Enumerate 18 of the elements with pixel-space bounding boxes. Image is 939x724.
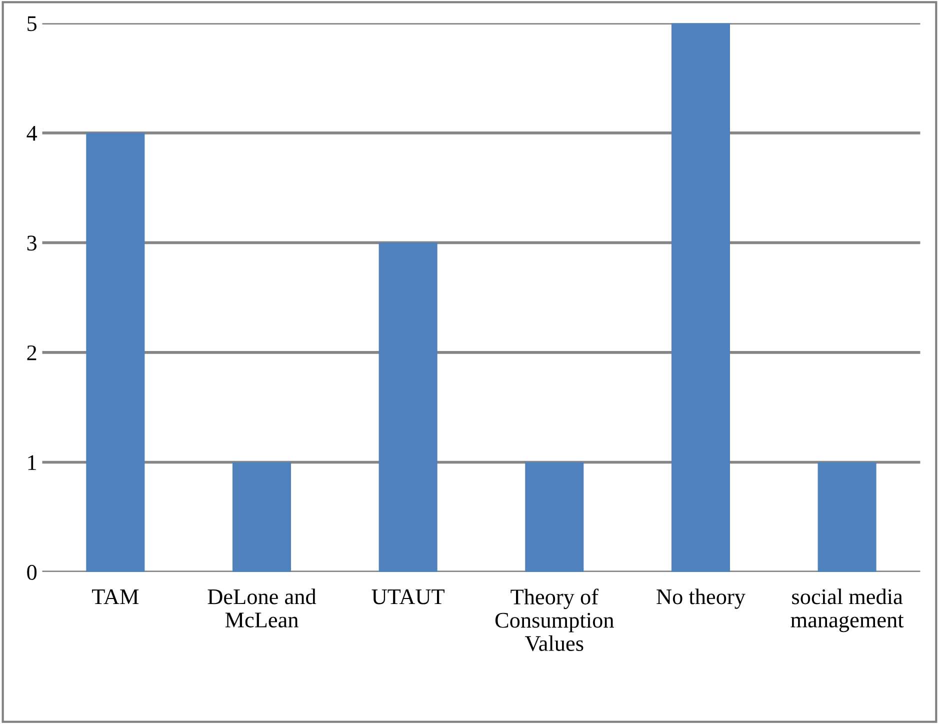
x-tick-label: Theory of Consumption Values	[495, 588, 614, 652]
x-tick-label: TAM	[92, 589, 139, 604]
bar	[86, 132, 145, 572]
y-tick-label: 1	[28, 455, 36, 470]
y-tick-label: 3	[27, 236, 37, 251]
x-tick-label: social media management	[790, 588, 904, 632]
y-tick-label: 2	[27, 345, 36, 360]
bar	[671, 23, 730, 572]
bar	[525, 462, 584, 572]
x-tick-label: No theory	[656, 588, 746, 609]
x-tick-label: DeLone and McLean	[208, 588, 316, 628]
x-tick-label: UTAUT	[372, 589, 444, 604]
bar	[232, 462, 292, 572]
bar	[818, 462, 876, 572]
bar	[378, 242, 438, 572]
y-tick-label: 5	[28, 16, 37, 32]
y-tick-label: 0	[27, 564, 37, 580]
y-tick-label: 4	[26, 126, 38, 141]
